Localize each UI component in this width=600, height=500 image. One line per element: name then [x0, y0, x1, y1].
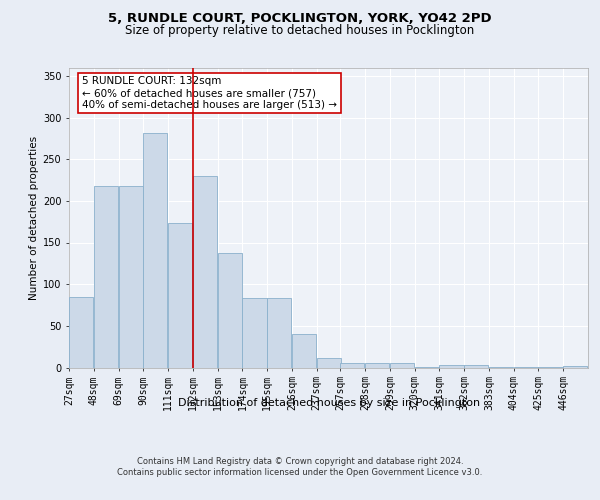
- Y-axis label: Number of detached properties: Number of detached properties: [29, 136, 38, 300]
- Bar: [143, 132, 167, 368]
- Bar: [218, 252, 242, 368]
- Text: 5, RUNDLE COURT, POCKLINGTON, YORK, YO42 2PD: 5, RUNDLE COURT, POCKLINGTON, YORK, YO42…: [108, 12, 492, 26]
- Text: Contains HM Land Registry data © Crown copyright and database right 2024.
Contai: Contains HM Land Registry data © Crown c…: [118, 458, 482, 477]
- Bar: [193, 176, 217, 368]
- Text: Distribution of detached houses by size in Pocklington: Distribution of detached houses by size …: [178, 398, 480, 407]
- Bar: [242, 298, 266, 368]
- Bar: [168, 222, 192, 368]
- Bar: [489, 366, 513, 368]
- Bar: [292, 334, 316, 368]
- Bar: [415, 366, 439, 368]
- Bar: [514, 366, 538, 368]
- Bar: [390, 362, 414, 368]
- Bar: [340, 364, 364, 368]
- Bar: [267, 298, 292, 368]
- Text: Size of property relative to detached houses in Pocklington: Size of property relative to detached ho…: [125, 24, 475, 37]
- Bar: [119, 186, 143, 368]
- Bar: [538, 366, 563, 368]
- Bar: [94, 186, 118, 368]
- Bar: [464, 365, 488, 368]
- Bar: [317, 358, 341, 368]
- Text: 5 RUNDLE COURT: 132sqm
← 60% of detached houses are smaller (757)
40% of semi-de: 5 RUNDLE COURT: 132sqm ← 60% of detached…: [82, 76, 337, 110]
- Bar: [365, 362, 389, 368]
- Bar: [69, 296, 93, 368]
- Bar: [439, 365, 464, 368]
- Bar: [563, 366, 587, 368]
